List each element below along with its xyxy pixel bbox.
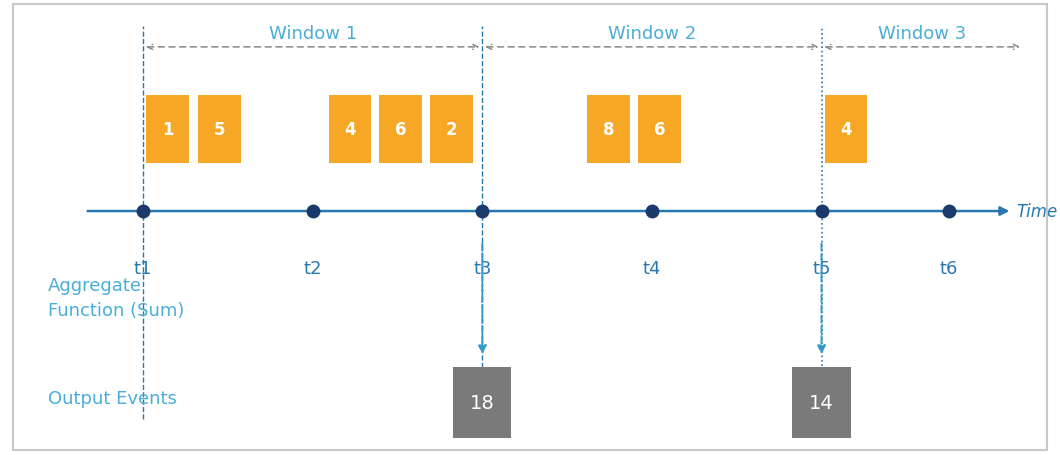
Text: t1: t1: [134, 259, 153, 277]
Text: 4: 4: [841, 121, 851, 139]
Text: 1: 1: [162, 121, 173, 139]
Bar: [379, 96, 422, 164]
Text: 4: 4: [344, 121, 355, 139]
Text: Window 3: Window 3: [878, 25, 967, 43]
Text: 6: 6: [654, 121, 665, 139]
Text: Window 2: Window 2: [607, 25, 696, 43]
Bar: [793, 368, 851, 438]
Text: t3: t3: [473, 259, 492, 277]
Text: 2: 2: [446, 121, 457, 139]
Text: Window 1: Window 1: [268, 25, 357, 43]
Text: 6: 6: [395, 121, 406, 139]
Text: t2: t2: [303, 259, 322, 277]
Text: Output Events: Output Events: [48, 389, 177, 407]
Text: 5: 5: [214, 121, 225, 139]
Bar: [329, 96, 371, 164]
Bar: [146, 96, 189, 164]
Text: Aggregate
Function (Sum): Aggregate Function (Sum): [48, 277, 184, 319]
Text: t4: t4: [642, 259, 661, 277]
Bar: [638, 96, 681, 164]
Text: t6: t6: [939, 259, 958, 277]
Bar: [430, 96, 473, 164]
Text: Time: Time: [1017, 202, 1058, 221]
Text: t5: t5: [812, 259, 831, 277]
Bar: [454, 368, 511, 438]
Bar: [587, 96, 630, 164]
Text: 8: 8: [603, 121, 614, 139]
Bar: [825, 96, 867, 164]
Bar: [198, 96, 241, 164]
Text: 18: 18: [470, 393, 495, 412]
Text: 14: 14: [809, 393, 834, 412]
